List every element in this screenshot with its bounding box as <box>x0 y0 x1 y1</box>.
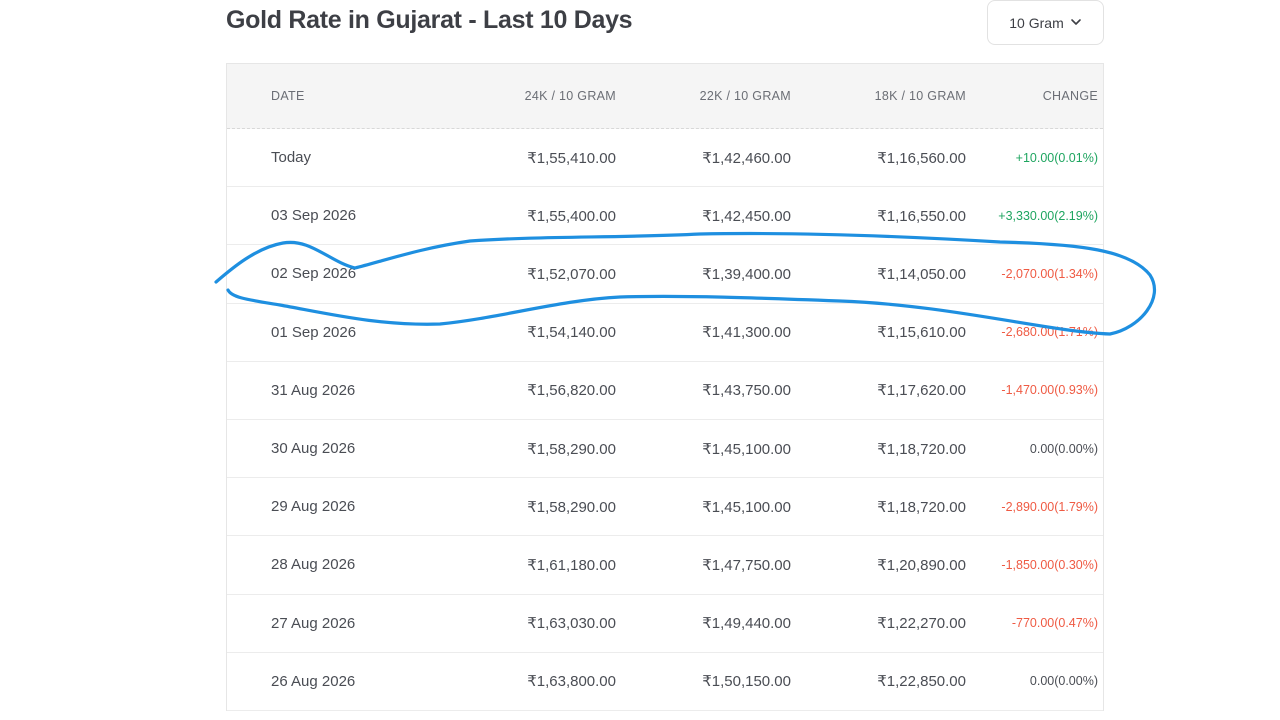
header-18k: 18K / 10 GRAM <box>874 89 966 103</box>
cell-date: 27 Aug 2026 <box>271 614 356 632</box>
cell-change: 0.00(0.00%) <box>1029 441 1098 456</box>
cell-date: 29 Aug 2026 <box>271 498 356 516</box>
cell-date: 30 Aug 2026 <box>271 440 356 458</box>
cell-change: +3,330.00(2.19%) <box>998 208 1098 223</box>
cell-18k: ₹1,18,720.00 <box>877 440 966 458</box>
table-row: 28 Aug 2026 ₹1,61,180.00 ₹1,47,750.00 ₹1,20… <box>227 536 1103 595</box>
cell-22k: ₹1,45,100.00 <box>702 498 791 516</box>
cell-24k: ₹1,52,070.00 <box>527 265 616 283</box>
cell-change: -1,470.00(0.93%) <box>1001 383 1098 398</box>
cell-24k: ₹1,56,820.00 <box>527 382 616 400</box>
cell-22k: ₹1,41,300.00 <box>702 324 791 342</box>
cell-24k: ₹1,63,030.00 <box>527 615 616 633</box>
cell-22k: ₹1,42,460.00 <box>702 149 791 167</box>
cell-24k: ₹1,55,400.00 <box>527 207 616 225</box>
cell-18k: ₹1,16,550.00 <box>877 207 966 225</box>
gold-rate-table: DATE 24K / 10 GRAM 22K / 10 GRAM 18K / 1… <box>226 63 1104 711</box>
cell-18k: ₹1,20,890.00 <box>877 556 966 574</box>
chevron-down-icon <box>1070 15 1082 31</box>
cell-change: +10.00(0.01%) <box>1015 150 1098 165</box>
cell-date: 02 Sep 2026 <box>271 265 357 283</box>
cell-22k: ₹1,45,100.00 <box>702 440 791 458</box>
cell-22k: ₹1,39,400.00 <box>702 265 791 283</box>
cell-change: 0.00(0.00%) <box>1029 674 1098 689</box>
cell-change: -2,070.00(1.34%) <box>1001 266 1098 281</box>
header-date: DATE <box>271 89 305 103</box>
cell-18k: ₹1,15,610.00 <box>877 324 966 342</box>
table-row: 02 Sep 2026 ₹1,52,070.00 ₹1,39,400.00 ₹1,14… <box>227 245 1103 304</box>
cell-24k: ₹1,63,800.00 <box>527 673 616 691</box>
table-row: 31 Aug 2026 ₹1,56,820.00 ₹1,43,750.00 ₹1,17… <box>227 362 1103 420</box>
table-row: 29 Aug 2026 ₹1,58,290.00 ₹1,45,100.00 ₹1,18… <box>227 478 1103 537</box>
cell-18k: ₹1,17,620.00 <box>877 382 966 400</box>
cell-18k: ₹1,18,720.00 <box>877 498 966 516</box>
cell-24k: ₹1,55,410.00 <box>527 149 616 167</box>
cell-18k: ₹1,22,270.00 <box>877 615 966 633</box>
header-22k: 22K / 10 GRAM <box>699 89 791 103</box>
cell-change: -770.00(0.47%) <box>1011 616 1098 631</box>
cell-22k: ₹1,42,450.00 <box>702 207 791 225</box>
header-change: CHANGE <box>1042 89 1098 103</box>
cell-date: 26 Aug 2026 <box>271 672 356 690</box>
cell-date: 01 Sep 2026 <box>271 323 357 341</box>
page-title: Gold Rate in Gujarat - Last 10 Days <box>226 6 633 34</box>
cell-date: 03 Sep 2026 <box>271 207 357 225</box>
header-24k: 24K / 10 GRAM <box>524 89 616 103</box>
cell-24k: ₹1,58,290.00 <box>527 440 616 458</box>
table-row: Today ₹1,55,410.00 ₹1,42,460.00 ₹1,16,560.0… <box>227 129 1103 188</box>
cell-22k: ₹1,49,440.00 <box>702 615 791 633</box>
table-row: 27 Aug 2026 ₹1,63,030.00 ₹1,49,440.00 ₹1,22… <box>227 595 1103 653</box>
cell-24k: ₹1,61,180.00 <box>527 556 616 574</box>
table-body: Today ₹1,55,410.00 ₹1,42,460.00 ₹1,16,560.0… <box>227 129 1103 711</box>
unit-dropdown-value: 10 Gram <box>1009 14 1064 31</box>
cell-24k: ₹1,58,290.00 <box>527 498 616 516</box>
cell-18k: ₹1,22,850.00 <box>877 673 966 691</box>
unit-dropdown[interactable]: 10 Gram <box>987 0 1104 45</box>
table-row: 01 Sep 2026 ₹1,54,140.00 ₹1,41,300.00 ₹1,15… <box>227 304 1103 362</box>
cell-change: -1,850.00(0.30%) <box>1001 557 1098 572</box>
cell-22k: ₹1,43,750.00 <box>702 382 791 400</box>
cell-22k: ₹1,50,150.00 <box>702 673 791 691</box>
cell-date: Today <box>271 149 312 167</box>
table-header: DATE 24K / 10 GRAM 22K / 10 GRAM 18K / 1… <box>227 64 1103 129</box>
cell-24k: ₹1,54,140.00 <box>527 324 616 342</box>
cell-change: -2,890.00(1.79%) <box>1001 499 1098 514</box>
cell-22k: ₹1,47,750.00 <box>702 556 791 574</box>
table-row: 30 Aug 2026 ₹1,58,290.00 ₹1,45,100.00 ₹1,18… <box>227 420 1103 479</box>
cell-date: 31 Aug 2026 <box>271 381 356 399</box>
cell-date: 28 Aug 2026 <box>271 556 356 574</box>
cell-18k: ₹1,16,560.00 <box>877 149 966 167</box>
cell-change: -2,680.00(1.71%) <box>1001 325 1098 340</box>
table-row: 26 Aug 2026 ₹1,63,800.00 ₹1,50,150.00 ₹1,22… <box>227 653 1103 711</box>
table-row: 03 Sep 2026 ₹1,55,400.00 ₹1,42,450.00 ₹1,16… <box>227 187 1103 246</box>
cell-18k: ₹1,14,050.00 <box>877 265 966 283</box>
